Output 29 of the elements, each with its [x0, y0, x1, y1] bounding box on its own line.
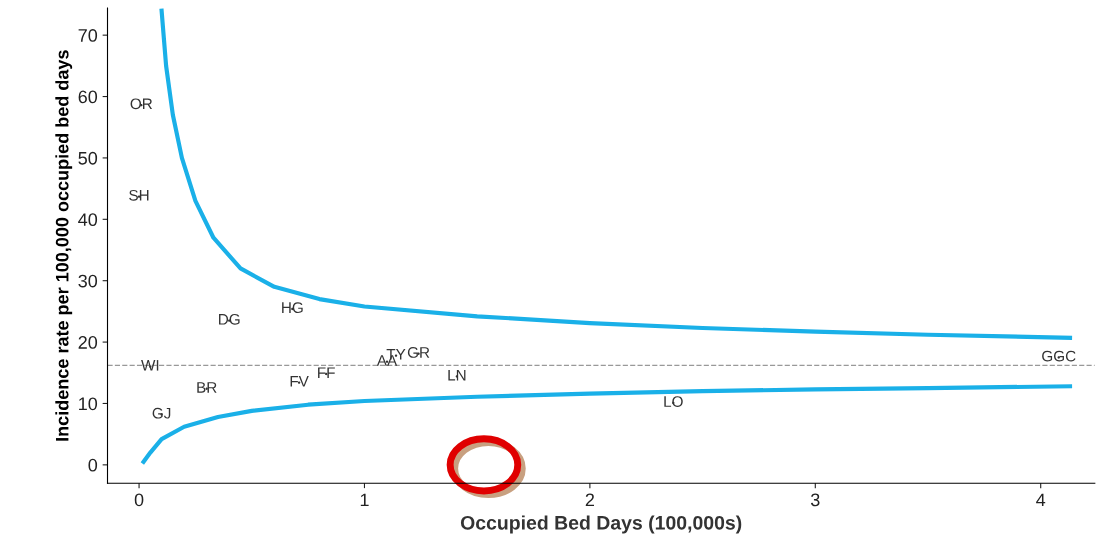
data-label: OR: [130, 98, 153, 110]
y-tick-label: 40: [78, 213, 98, 227]
y-tick-label: 50: [78, 151, 98, 165]
data-label: LO: [664, 396, 683, 407]
y-tick-label: 70: [78, 29, 98, 42]
x-tick-label: 4: [1036, 493, 1046, 507]
y-tick-label: 30: [78, 274, 98, 288]
x-tick-label: 2: [585, 493, 594, 507]
data-label: BR: [197, 382, 217, 393]
data-label: HG: [282, 302, 303, 314]
data-label: GGC: [1042, 350, 1076, 362]
x-tick-label: 1: [360, 493, 369, 507]
x-axis-title: Occupied Bed Days (100,000s): [460, 515, 742, 534]
x-tick-label: 0: [134, 493, 144, 507]
data-label: GJ: [152, 407, 171, 419]
data-label: DG: [219, 313, 240, 325]
y-tick-label: 60: [78, 90, 98, 104]
data-label: SH: [129, 189, 149, 201]
y-tick-label: 10: [79, 397, 98, 411]
data-label: LN: [448, 369, 466, 381]
data-label: GR: [407, 347, 430, 358]
x-tick-label: 3: [810, 493, 820, 507]
data-label: FF: [318, 367, 335, 378]
line-series: [159, 8, 1073, 340]
y-tick-label: 20: [78, 336, 98, 349]
y-axis-title: Incidence rate per 100,000 occupied bed days: [55, 50, 73, 441]
data-label: WI: [141, 360, 159, 371]
y-tick-label: 0: [88, 458, 98, 472]
data-label: FV: [290, 376, 309, 387]
